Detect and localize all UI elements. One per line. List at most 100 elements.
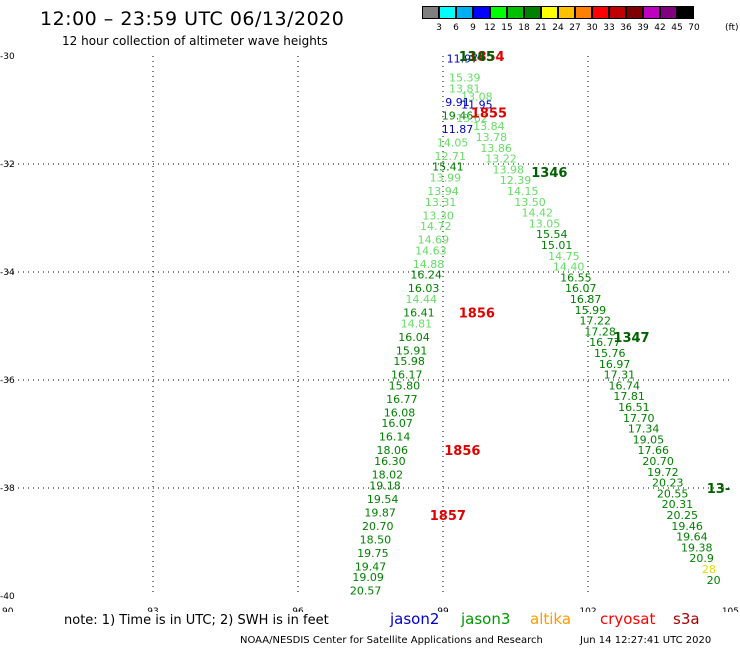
wave-height-point: 13.9 xyxy=(460,50,485,63)
satellite-legend-altika: altika xyxy=(530,610,572,628)
wave-height-point: 16.55 xyxy=(560,271,592,284)
color-scale-swatch xyxy=(439,6,456,19)
color-scale-swatch xyxy=(677,6,694,19)
lon-tick-label: 99 xyxy=(437,607,449,612)
wave-height-point: 15.41 xyxy=(432,161,464,174)
wave-height-point: 13.05 xyxy=(529,217,561,230)
wave-height-point: 16.07 xyxy=(381,417,413,430)
wave-height-point: 17.81 xyxy=(613,390,645,403)
wave-height-point: 15.54 xyxy=(536,228,568,241)
wave-height-point: 12.71 xyxy=(435,150,467,163)
units-note: note: 1) Time is in UTC; 2) SWH is in fe… xyxy=(64,613,329,628)
wave-height-point: 20.31 xyxy=(662,498,694,511)
wave-height-point: 17.66 xyxy=(638,444,670,457)
wave-height-point: 17.70 xyxy=(623,412,655,425)
wave-height-point: 14.88 xyxy=(413,258,445,271)
wave-height-point: 14.63 xyxy=(415,244,447,257)
wave-height-point: 20.23 xyxy=(652,477,684,490)
wave-height-point: 19.47 xyxy=(355,560,387,573)
color-scale-label: 45 xyxy=(671,23,683,33)
wave-height-point: 15.91 xyxy=(396,344,428,357)
wave-height-point: 19.54 xyxy=(367,493,399,506)
color-scale-swatch xyxy=(456,6,473,19)
satellite-legend-s3a: s3a xyxy=(673,610,700,628)
color-scale-label: 36 xyxy=(620,23,632,33)
wave-height-point: 19.38 xyxy=(681,541,713,554)
pass-time-label: 1856 xyxy=(459,307,495,322)
lon-tick-label: 90 xyxy=(2,607,14,612)
color-scale-swatch xyxy=(558,6,575,19)
pass-time-label: 1855 xyxy=(471,107,507,122)
satellite-legend-cryosat: cryosat xyxy=(600,610,656,628)
color-scale-swatch xyxy=(524,6,541,19)
wave-height-point: 14.05 xyxy=(437,136,469,149)
wave-height-point: 20.70 xyxy=(362,520,394,533)
wave-height-point: 15.76 xyxy=(594,347,626,360)
color-scale-label: 3 xyxy=(436,23,442,33)
color-scale-label: 33 xyxy=(603,23,615,33)
wave-height-point: 17.31 xyxy=(604,369,636,382)
wave-height-point: 16.04 xyxy=(398,331,430,344)
wave-height-point: 16.03 xyxy=(408,282,440,295)
wave-height-point: 16.87 xyxy=(570,293,602,306)
wave-height-point: 13.94 xyxy=(427,185,459,198)
footer-timestamp: Jun 14 12:27:41 UTC 2020 xyxy=(580,635,712,646)
wave-height-point: 11.87 xyxy=(442,123,474,136)
wave-height-point: 19.18 xyxy=(369,479,401,492)
wave-height-point: 20.70 xyxy=(642,455,674,468)
wave-height-point: 19.87 xyxy=(364,506,396,519)
color-scale-label: 39 xyxy=(637,23,649,33)
wave-height-point: 15.80 xyxy=(389,379,421,392)
wave-height-point: 17.34 xyxy=(628,423,660,436)
wave-height-point: 14.44 xyxy=(406,293,438,306)
wave-height-point: 16.74 xyxy=(609,379,641,392)
lon-tick-label: 93 xyxy=(147,607,158,612)
wave-height-point: 18.06 xyxy=(377,444,409,457)
pass-time-label: 1345 xyxy=(459,50,495,65)
color-scale-swatch xyxy=(643,6,660,19)
wave-height-point: 13.78 xyxy=(476,131,508,144)
wave-height-point: 16.77 xyxy=(386,393,418,406)
page-title: 12:00 – 23:59 UTC 06/13/2020 xyxy=(40,8,345,30)
wave-height-point: 11.97 xyxy=(447,53,479,66)
color-scale-swatch xyxy=(626,6,643,19)
lat-tick-label: -30 xyxy=(0,52,15,62)
color-scale-label: 12 xyxy=(484,23,496,33)
wave-height-point: 19.46 xyxy=(442,109,474,122)
wave-height-point: 17.28 xyxy=(584,325,616,338)
color-scale-swatch xyxy=(592,6,609,19)
wave-height-point: 16.77 xyxy=(589,336,621,349)
wave-height-point: 13.22 xyxy=(485,153,517,166)
wave-height-point: 13.31 xyxy=(425,196,457,209)
wave-height-point: 16.14 xyxy=(379,431,411,444)
color-scale-units: (ft) xyxy=(725,23,739,33)
wave-height-point: 15.99 xyxy=(575,304,607,317)
wave-height-point: 19.64 xyxy=(676,531,708,544)
wave-height-point: 16.97 xyxy=(599,358,631,371)
pass-time-label: 1857 xyxy=(430,509,466,524)
color-scale-swatch xyxy=(507,6,524,19)
color-scale-label: 18 xyxy=(518,23,530,33)
wave-height-point: 20.9 xyxy=(689,552,714,565)
wave-height-point: 20.25 xyxy=(667,509,699,522)
wave-height-point: 20.55 xyxy=(657,487,689,500)
lat-tick-label: -32 xyxy=(0,160,15,170)
wave-height-point: 19.46 xyxy=(671,520,703,533)
wave-height-point: 13.30 xyxy=(422,209,454,222)
wave-height-point: 16.41 xyxy=(403,307,435,320)
color-scale-swatch xyxy=(660,6,677,19)
wave-height-point: 13.86 xyxy=(480,142,512,155)
wave-height-point: 18.02 xyxy=(372,469,404,482)
lat-tick-label: -36 xyxy=(0,376,15,386)
wave-height-point: 16.30 xyxy=(374,455,406,468)
wave-height-point: 14.69 xyxy=(418,234,450,247)
pass-time-label: 1347 xyxy=(613,331,649,346)
pass-time-label: 1856 xyxy=(444,444,480,459)
color-scale-swatch xyxy=(490,6,507,19)
lat-tick-label: -40 xyxy=(0,592,15,602)
color-scale-label: 27 xyxy=(569,23,581,33)
altimeter-map[interactable]: 90 93 96 99 102 105-30-32-34-36-38-4013.911.9… xyxy=(0,0,740,612)
color-scale-swatch xyxy=(473,6,490,19)
color-scale-label: 42 xyxy=(654,23,666,33)
wave-height-point: 13.08 xyxy=(461,91,493,104)
